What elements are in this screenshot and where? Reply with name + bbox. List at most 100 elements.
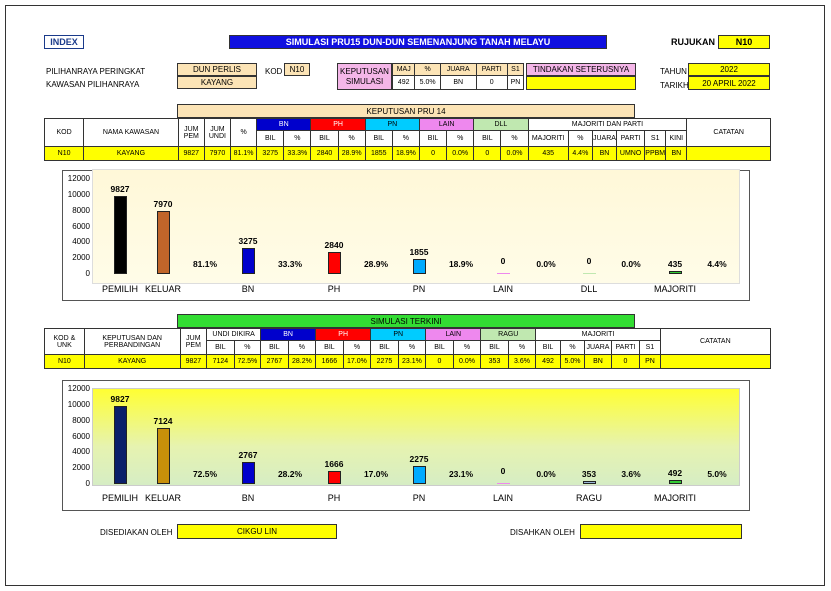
tahun-label: TAHUN [660, 67, 687, 76]
t2-h-pn: PN [370, 328, 427, 341]
t1-cell: 28.9% [337, 146, 366, 161]
table1: KOD NAMA KAWASAN JUM PEM JUM UNDI % BN PH … [43, 118, 771, 161]
t1-h-pctsub: % [337, 130, 366, 147]
kawasan-label: KAWASAN PILIHANRAYA [46, 80, 140, 89]
chart1-ytick: 6000 [72, 221, 90, 231]
chart1-category-label: KELUAR [144, 284, 181, 294]
chart1-data-label: 9827 [110, 184, 130, 195]
chart1-category-label: LAIN [492, 284, 513, 294]
t2-cell: 2767 [260, 354, 289, 369]
t1-cell: 3275 [256, 146, 285, 161]
juara-header: JUARA [439, 63, 477, 76]
table1-section-title: KEPUTUSAN PRU 14 [177, 104, 635, 118]
chart2-percentage-label: 0.0% [536, 469, 556, 479]
t1-h-ph: PH [310, 118, 366, 131]
t2-h-pctsub: % [397, 340, 427, 355]
tahun-value[interactable]: 2022 [688, 63, 770, 76]
chart1-ytick: 0 [85, 269, 90, 278]
t2-cell: 9827 [179, 354, 208, 369]
chart2-ytick: 8000 [72, 415, 90, 425]
chart2-percentage-label: 17.0% [363, 469, 389, 479]
chart1-percentage-label: 0.0% [621, 259, 641, 269]
t1-h-bil: BIL [364, 130, 393, 147]
chart2-category-label: LAIN [492, 493, 513, 503]
chart2-bar-ragu [583, 481, 596, 484]
pct-value: 5.0% [414, 75, 441, 90]
chart2-ytick: 6000 [72, 431, 90, 441]
t1-cell[interactable] [686, 146, 771, 161]
keputusan-simulasi-table: MAJ% JUARA PARTI S1 492 5.0% BN 0 PN [391, 63, 525, 90]
chart2-category-label: PN [412, 493, 426, 503]
t2-h-bil: BIL [535, 340, 561, 355]
t1-cell: 1855 [364, 146, 393, 161]
table-row: N10 KAYANG 9827 7124 72.5% 2767 28.2% 16… [44, 354, 772, 369]
t2-h-jum-1: JUM [186, 334, 201, 342]
chart2-percentage-label: 5.0% [707, 469, 727, 479]
index-button[interactable]: INDEX [44, 35, 84, 49]
table-row: N10 KAYANG 9827 7970 81.1% 3275 33.3% 28… [43, 146, 771, 161]
page-title: SIMULASI PRU15 DUN-DUN SEMENANJUNG TANAH… [229, 35, 607, 49]
t2-cell[interactable] [659, 354, 772, 369]
chart1-bar-bn [242, 248, 255, 274]
t1-cell: BN [591, 146, 618, 161]
t2-h-bil: BIL [480, 340, 509, 355]
chart2-data-label: 353 [581, 469, 597, 480]
t1-h-kod: KOD [43, 118, 85, 147]
t1-cell: 0 [418, 146, 448, 161]
t2-h-bil: BIL [425, 340, 454, 355]
chart2-percentage-label: 72.5% [192, 469, 218, 479]
chart1-category-label: PEMILIH [101, 284, 138, 294]
t2-h-kod-1: KOD & [53, 334, 76, 342]
tarikh-value[interactable]: 20 APRIL 2022 [688, 76, 770, 90]
chart1-category-label: DLL [580, 284, 598, 294]
kawasan-value[interactable]: KAYANG [177, 76, 257, 89]
rujukan-value[interactable]: N10 [718, 35, 770, 49]
t1-cell: UMNO [616, 146, 646, 161]
t2-h-undi: UNDI DIKIRA [206, 328, 262, 341]
disediakan-value[interactable]: CIKGU LIN [177, 524, 337, 539]
t2-h-kep: KEPUTUSAN DAN PERBANDINGAN [83, 328, 181, 355]
chart1-bar-dll [583, 273, 596, 274]
tarikh-label: TARIKH [660, 81, 689, 90]
t2-cell: 5.0% [559, 354, 586, 369]
chart2-bar-pn [413, 465, 426, 484]
kod-value[interactable]: N10 [284, 63, 310, 76]
t1-h-jumpem: JUM PEM [177, 118, 205, 147]
chart1-bar-pn [413, 259, 426, 274]
chart1-percentage-label: 0.0% [536, 259, 556, 269]
table2-section-title: SIMULASI TERKINI [177, 314, 635, 328]
chart1-category-label: MAJORITI [654, 284, 696, 294]
t1-h-maj: MAJORITI [527, 130, 569, 147]
chart1-ytick: 4000 [72, 237, 90, 247]
chart2-category-label: RAGU [575, 493, 602, 503]
chart1-data-label: 435 [667, 258, 683, 269]
t1-h-juara: JUARA [591, 130, 618, 147]
chart1-data-label: 0 [500, 256, 506, 266]
t1-h-jumundi: JUM UNDI [203, 118, 232, 147]
t2-h-juara: JUARA [584, 340, 612, 355]
disahkan-label: DISAHKAN OLEH [510, 528, 575, 537]
t2-h-ragu: RAGU [480, 328, 537, 341]
chart2-ytick: 10000 [67, 399, 90, 409]
t2-cell: PN [639, 354, 661, 369]
t2-h-catatan: CATATAN [659, 328, 772, 355]
t1-cell: N10 [43, 146, 85, 161]
t1-cell: KAYANG [83, 146, 179, 161]
t2-cell: 0 [425, 354, 454, 369]
t1-h-pctsub: % [567, 130, 593, 147]
chart1-data-label: 7970 [153, 198, 173, 209]
pct-header: % [414, 63, 441, 76]
chart1-category-label: PN [412, 284, 426, 294]
t2-h-jum-2: PEM [185, 341, 201, 349]
pilihanraya-value[interactable]: DUN PERLIS [177, 63, 257, 76]
t1-cell: 81.1% [229, 146, 258, 161]
disahkan-value[interactable] [580, 524, 742, 539]
chart1-percentage-label: 4.4% [707, 259, 727, 269]
chart2-data-label: 2767 [238, 450, 258, 461]
t1-h-majoriti: MAJORITI DAN PARTI [527, 118, 688, 131]
t1-cell: 0.0% [446, 146, 475, 161]
tindakan-value[interactable] [526, 76, 636, 90]
t1-h-lain: LAIN [418, 118, 475, 131]
t2-h-bil: BIL [260, 340, 289, 355]
t2-cell: N10 [44, 354, 85, 369]
